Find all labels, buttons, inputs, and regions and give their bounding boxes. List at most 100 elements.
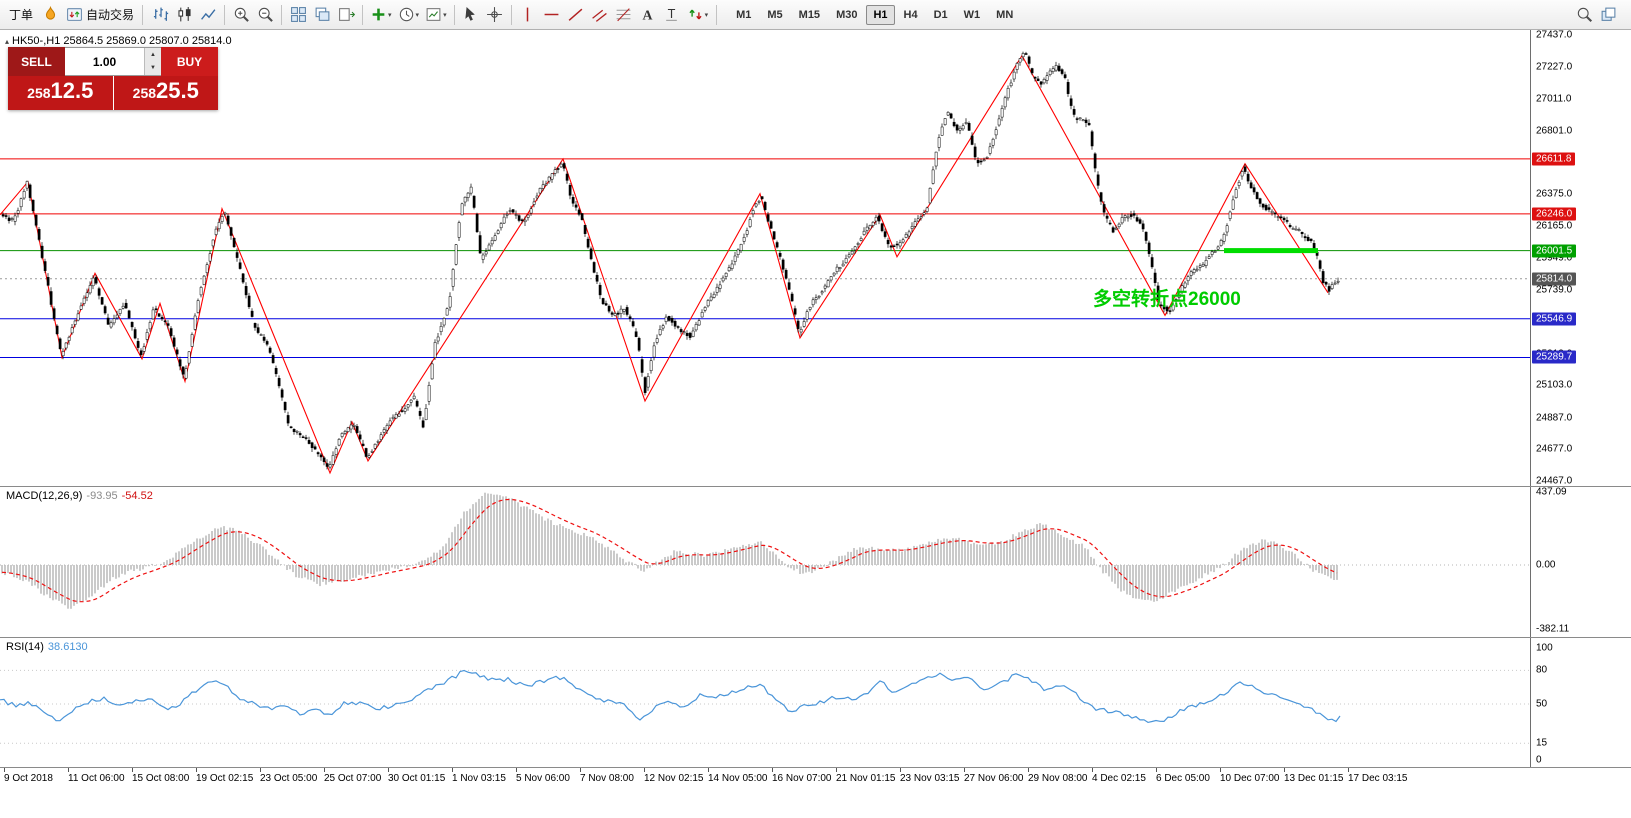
new-order-icon[interactable]: ▾	[367, 3, 395, 27]
sell-price-big: 12.5	[50, 78, 94, 103]
time-label: 30 Oct 01:15	[388, 773, 446, 784]
text-icon[interactable]: A	[636, 3, 660, 27]
layers-icon[interactable]	[1596, 3, 1620, 27]
price-level-tag: 26611.8	[1532, 152, 1576, 166]
line-chart-icon[interactable]	[196, 3, 220, 27]
svg-text:T: T	[668, 6, 676, 21]
timeframe-m30[interactable]: M30	[829, 5, 864, 25]
time-tick	[1220, 768, 1221, 772]
toolbar-separator	[281, 4, 283, 25]
time-tick	[580, 768, 581, 772]
macd-signal-value: -54.52	[121, 490, 153, 502]
timeframe-m5[interactable]: M5	[760, 5, 789, 25]
time-label: 13 Dec 01:15	[1284, 773, 1344, 784]
panel-divider[interactable]	[0, 767, 1631, 768]
rsi-svg	[0, 669, 1530, 744]
text-label-icon[interactable]: T	[660, 3, 684, 27]
candlestick-chart-icon[interactable]	[172, 3, 196, 27]
sell-button[interactable]: SELL	[8, 47, 65, 76]
search-icon[interactable]	[1572, 3, 1596, 27]
tile-windows-icon[interactable]	[286, 3, 310, 27]
panel-divider[interactable]	[0, 486, 1631, 487]
sell-price[interactable]: 258 12.5	[8, 76, 113, 110]
buy-button[interactable]: BUY	[161, 47, 218, 76]
cursor-icon[interactable]	[459, 3, 483, 27]
time-label: 27 Nov 06:00	[964, 773, 1024, 784]
zoom-out-icon[interactable]	[253, 3, 277, 27]
arrows-icon[interactable]: ▾	[684, 3, 712, 27]
time-tick	[4, 768, 5, 772]
price-divider	[112, 76, 114, 110]
timeframe-mn[interactable]: MN	[989, 5, 1020, 25]
buy-price[interactable]: 258 25.5	[113, 76, 218, 110]
zoom-in-icon[interactable]	[229, 3, 253, 27]
price-level-tag: 25814.0	[1532, 272, 1577, 286]
toolbar-icon-groups: ▾ ▾ ▾ A T ▾	[148, 3, 711, 27]
time-tick	[196, 768, 197, 772]
toolbar-separator	[510, 4, 512, 25]
main-chart-panel[interactable]: ▴ HK50-,H1 25864.5 25869.0 25807.0 25814.…	[0, 30, 1530, 486]
vertical-line-icon[interactable]	[516, 3, 540, 27]
price-tick: 26165.0	[1536, 220, 1573, 232]
fibonacci-icon[interactable]	[612, 3, 636, 27]
auto-arrange-icon[interactable]	[310, 3, 334, 27]
buy-price-prefix: 258	[132, 85, 157, 101]
timeframe-h1[interactable]: H1	[866, 4, 895, 25]
timeframe-m15[interactable]: M15	[792, 5, 827, 25]
collapse-icon[interactable]: ▴	[5, 37, 10, 46]
time-tick	[708, 768, 709, 772]
timeframe-w1[interactable]: W1	[957, 5, 988, 25]
price-tick: 26375.0	[1536, 188, 1573, 200]
macd-panel[interactable]: MACD(12,26,9) -93.95 -54.52	[0, 487, 1530, 637]
rsi-panel[interactable]: RSI(14) 38.6130	[0, 638, 1530, 767]
time-label: 7 Nov 08:00	[580, 773, 634, 784]
timeframe-d1[interactable]: D1	[927, 5, 955, 25]
macd-name: MACD(12,26,9)	[6, 490, 83, 502]
price-tick: 25739.0	[1536, 284, 1573, 296]
time-tick	[68, 768, 69, 772]
ohlc-text: HK50-,H1 25864.5 25869.0 25807.0 25814.0	[12, 35, 232, 47]
bar-chart-icon[interactable]	[148, 3, 172, 27]
support-highlight	[1224, 248, 1318, 254]
time-label: 16 Nov 07:00	[772, 773, 832, 784]
time-label: 29 Nov 08:00	[1028, 773, 1088, 784]
autotrade-button[interactable]: 自动交易	[63, 3, 137, 27]
volume-up-button[interactable]: ▲	[145, 48, 161, 62]
buy-price-big: 25.5	[156, 78, 199, 103]
price-level-tag: 25289.7	[1532, 350, 1577, 364]
timeframe-h4[interactable]: H4	[897, 5, 925, 25]
period-icon[interactable]: ▾	[395, 3, 423, 27]
price-tick: 50	[1536, 698, 1548, 710]
volume-down-button[interactable]: ▼	[145, 61, 161, 75]
orders-button[interactable]: 丁单	[9, 8, 34, 22]
time-tick	[1028, 768, 1029, 772]
horizontal-line-icon[interactable]	[540, 3, 564, 27]
time-label: 19 Oct 02:15	[196, 773, 254, 784]
price-axis[interactable]: 27437.027227.027011.026801.026591.026375…	[1530, 30, 1631, 767]
volume-box: ▲ ▼	[65, 47, 161, 76]
macd-value: -93.95	[86, 490, 118, 502]
volume-input[interactable]	[65, 48, 144, 75]
chart-shift-icon[interactable]	[334, 3, 358, 27]
time-label: 15 Oct 08:00	[132, 773, 190, 784]
time-axis[interactable]: 9 Oct 2018 11 Oct 06:00 15 Oct 08:00 19 Oct…	[0, 768, 1631, 794]
equidistant-channel-icon[interactable]	[588, 3, 612, 27]
crosshair-icon[interactable]	[483, 3, 507, 27]
time-label: 10 Dec 07:00	[1220, 773, 1280, 784]
candles-layer	[1, 51, 1340, 470]
price-row: 258 12.5 258 25.5	[8, 76, 218, 110]
time-label: 11 Oct 06:00	[68, 773, 125, 784]
flame-icon[interactable]	[38, 3, 62, 27]
price-tick: 27011.0	[1536, 93, 1572, 105]
trendline-icon[interactable]	[564, 3, 588, 27]
time-tick	[260, 768, 261, 772]
panel-divider[interactable]	[0, 637, 1631, 638]
time-label: 14 Nov 05:00	[708, 773, 768, 784]
time-tick	[132, 768, 133, 772]
timeframe-buttons: M1 M5 M15 M30 H1 H4 D1 W1 MN	[728, 4, 1021, 25]
candlestick-chart[interactable]	[0, 30, 1530, 486]
sell-price-prefix: 258	[27, 85, 51, 101]
timeframe-m1[interactable]: M1	[729, 5, 758, 25]
template-icon[interactable]: ▾	[422, 3, 450, 27]
